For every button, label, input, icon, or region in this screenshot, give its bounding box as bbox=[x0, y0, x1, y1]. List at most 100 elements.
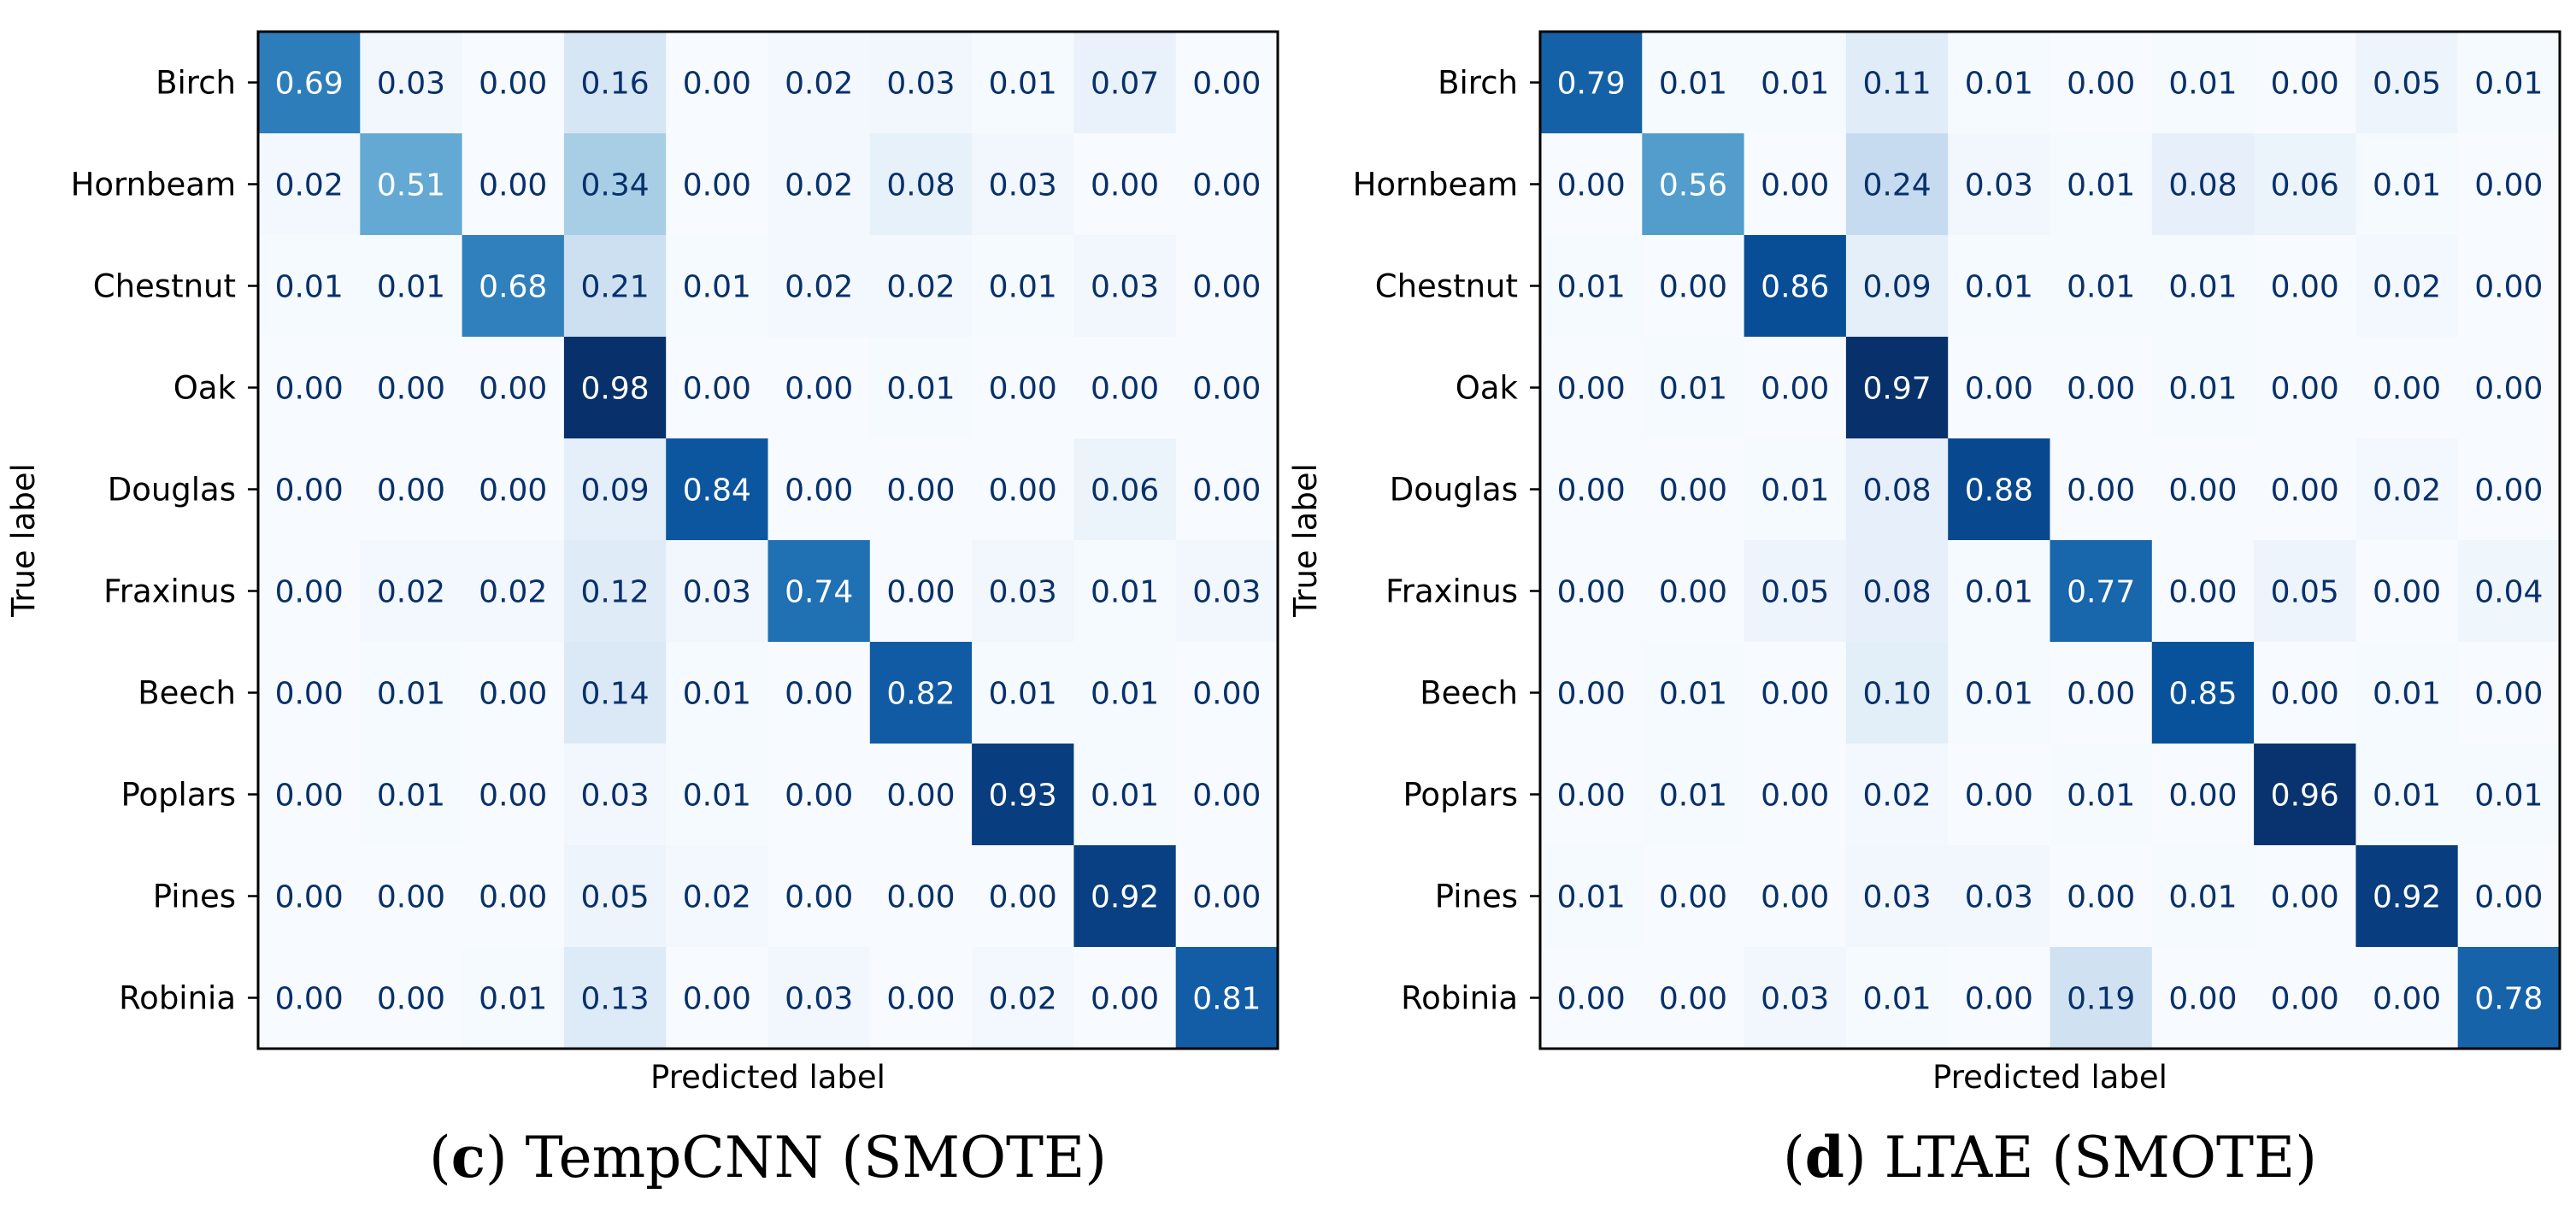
heatmap-cell bbox=[2151, 642, 2255, 744]
cell-value-label: 0.00 bbox=[1761, 779, 1829, 814]
heatmap-cell bbox=[1642, 947, 1745, 1049]
cell-value-label: 0.02 bbox=[785, 67, 853, 102]
cell-value-label: 0.01 bbox=[1557, 270, 1626, 305]
heatmap-cell bbox=[1642, 32, 1745, 134]
cell-value-label: 0.88 bbox=[1965, 473, 2033, 509]
heatmap-cell bbox=[1073, 540, 1177, 643]
cell-value-label: 0.00 bbox=[989, 473, 1057, 509]
heatmap-cell bbox=[1175, 133, 1279, 236]
heatmap-cell bbox=[768, 744, 871, 846]
heatmap-cell bbox=[1948, 540, 2051, 643]
heatmap-cell bbox=[2355, 744, 2459, 846]
heatmap-cell bbox=[1744, 235, 1847, 338]
y-tick-label: Oak bbox=[173, 370, 237, 407]
heatmap-cell bbox=[2151, 947, 2255, 1049]
cell-value-label: 0.00 bbox=[1557, 473, 1626, 509]
cell-value-label: 0.00 bbox=[886, 982, 955, 1017]
heatmap-cell bbox=[1540, 642, 1643, 744]
cell-value-label: 0.07 bbox=[1091, 67, 1159, 102]
cell-value-label: 0.00 bbox=[2271, 982, 2339, 1017]
heatmap-cell bbox=[563, 744, 667, 846]
heatmap-cell bbox=[1948, 845, 2051, 948]
heatmap-cell bbox=[2050, 32, 2153, 134]
heatmap-cell bbox=[563, 845, 667, 948]
cell-value-label: 0.03 bbox=[1761, 982, 1829, 1017]
panel-caption: (c) TempCNN (SMOTE) bbox=[429, 1124, 1107, 1191]
heatmap-cell bbox=[1073, 642, 1177, 744]
heatmap-cell bbox=[462, 235, 565, 338]
cell-value-label: 0.03 bbox=[1091, 270, 1159, 305]
heatmap-cell bbox=[1948, 337, 2051, 439]
heatmap-cell bbox=[1540, 133, 1643, 236]
y-tick-label: Pines bbox=[153, 879, 236, 915]
cell-value-label: 0.00 bbox=[377, 473, 445, 509]
heatmap-cell bbox=[666, 438, 769, 541]
cell-value-label: 0.00 bbox=[683, 168, 751, 203]
cell-value-label: 0.00 bbox=[275, 677, 344, 712]
cell-value-label: 0.00 bbox=[2067, 677, 2135, 712]
cell-value-label: 0.00 bbox=[2067, 67, 2135, 102]
cell-value-label: 0.00 bbox=[2271, 270, 2339, 305]
cell-value-label: 0.00 bbox=[1192, 473, 1261, 509]
heatmap-cell bbox=[563, 947, 667, 1049]
cell-value-label: 0.08 bbox=[1862, 575, 1931, 610]
heatmap-cell bbox=[666, 235, 769, 338]
heatmap-cell bbox=[1073, 438, 1177, 541]
heatmap-cell bbox=[1845, 337, 1949, 439]
cell-value-label: 0.98 bbox=[580, 372, 649, 407]
cell-value-label: 0.00 bbox=[1761, 880, 1829, 915]
heatmap-cell bbox=[972, 438, 1074, 541]
heatmap-cell bbox=[1175, 32, 1279, 134]
heatmap-cell bbox=[1744, 438, 1847, 541]
cell-value-label: 0.00 bbox=[1557, 982, 1626, 1017]
cell-value-label: 0.00 bbox=[1557, 575, 1626, 610]
heatmap-cell bbox=[258, 133, 361, 236]
heatmap-cell bbox=[2050, 642, 2153, 744]
heatmap-cell bbox=[972, 845, 1074, 948]
y-tick-label: Fraxinus bbox=[1385, 573, 1518, 610]
cell-value-label: 0.00 bbox=[1192, 67, 1261, 102]
heatmap-cell bbox=[768, 235, 871, 338]
cell-value-label: 0.85 bbox=[2168, 677, 2237, 712]
cell-value-label: 0.00 bbox=[377, 880, 445, 915]
heatmap-cell bbox=[360, 235, 463, 338]
panel-caption: (d) LTAE (SMOTE) bbox=[1783, 1124, 2317, 1191]
heatmap-cell bbox=[1073, 744, 1177, 846]
heatmap-cell bbox=[563, 540, 667, 643]
heatmap-cell bbox=[2254, 642, 2356, 744]
heatmap-cell bbox=[2254, 438, 2356, 541]
cell-value-label: 0.03 bbox=[1862, 880, 1931, 915]
cell-value-label: 0.84 bbox=[683, 473, 751, 509]
heatmap-cell bbox=[2254, 32, 2356, 134]
cell-value-label: 0.03 bbox=[886, 67, 955, 102]
cell-value-label: 0.00 bbox=[1557, 168, 1626, 203]
heatmap-cell bbox=[1744, 337, 1847, 439]
cell-value-label: 0.03 bbox=[683, 575, 751, 610]
heatmap-cell bbox=[2254, 540, 2356, 643]
heatmap-cell bbox=[360, 438, 463, 541]
y-tick-label: Poplars bbox=[121, 777, 236, 814]
heatmap-cell bbox=[2254, 337, 2356, 439]
heatmap-cell bbox=[1845, 438, 1949, 541]
heatmap-cell bbox=[462, 337, 565, 439]
cell-value-label: 0.00 bbox=[1091, 372, 1159, 407]
heatmap-cell bbox=[2050, 947, 2153, 1049]
caption-text: ) TempCNN (SMOTE) bbox=[485, 1125, 1107, 1191]
cell-value-label: 0.00 bbox=[1192, 270, 1261, 305]
heatmap-cell bbox=[1948, 642, 2051, 744]
cell-value-label: 0.12 bbox=[580, 575, 649, 610]
cell-value-label: 0.08 bbox=[886, 168, 955, 203]
heatmap-cell bbox=[1642, 133, 1745, 236]
cell-value-label: 0.01 bbox=[1091, 575, 1159, 610]
heatmap-cell bbox=[1175, 337, 1279, 439]
cell-value-label: 0.00 bbox=[989, 372, 1057, 407]
cell-value-label: 0.09 bbox=[580, 473, 649, 509]
y-axis-label: True label bbox=[1287, 463, 1324, 618]
cell-value-label: 0.01 bbox=[2474, 779, 2543, 814]
heatmap-cell bbox=[258, 744, 361, 846]
heatmap-cell bbox=[1948, 133, 2051, 236]
heatmap-cell bbox=[2254, 235, 2356, 338]
cell-value-label: 0.01 bbox=[1659, 779, 1727, 814]
heatmap-cell bbox=[1175, 438, 1279, 541]
